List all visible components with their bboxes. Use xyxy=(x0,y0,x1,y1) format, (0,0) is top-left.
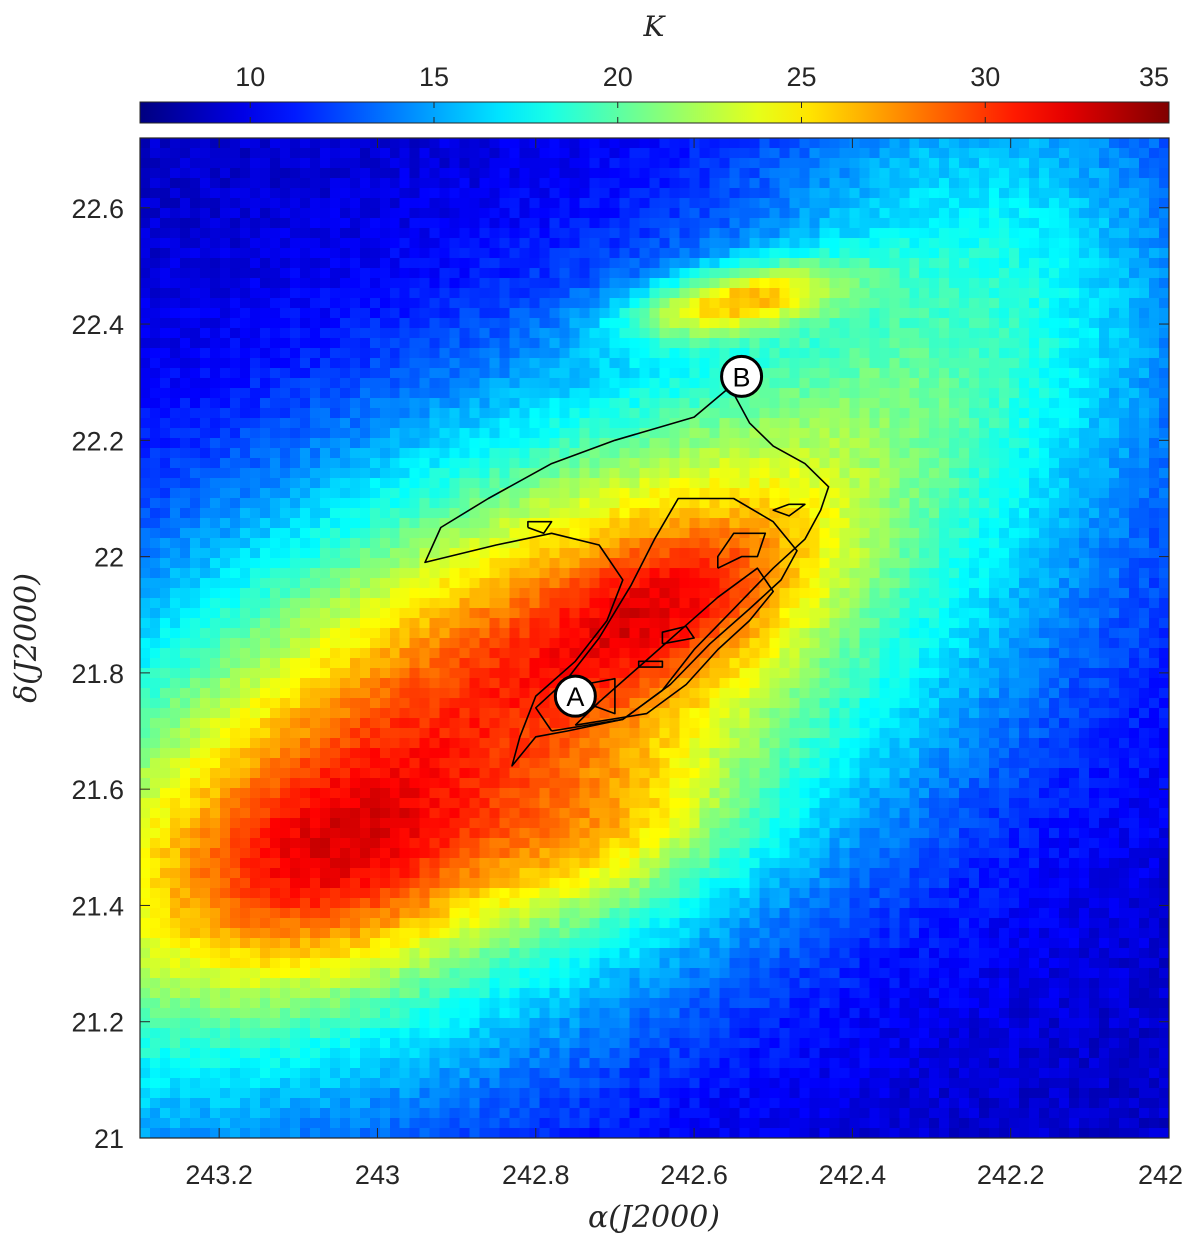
contour-line xyxy=(716,532,767,569)
contour-line xyxy=(534,497,798,732)
colorbar-tick-label: 20 xyxy=(603,62,633,92)
x-tick-label: 242 xyxy=(1138,1160,1183,1190)
x-tick-label: 242.8 xyxy=(502,1160,570,1190)
colorbar-tick-label: 25 xyxy=(786,62,816,92)
colorbar-tick-label: 10 xyxy=(235,62,265,92)
x-tick-label: 242.2 xyxy=(977,1160,1045,1190)
colorbar-tick-label: 15 xyxy=(419,62,449,92)
x-tick-label: 242.4 xyxy=(819,1160,887,1190)
contour-line xyxy=(424,369,830,767)
y-tick-label: 21 xyxy=(94,1124,124,1154)
y-axis-ticks: 21 21.2 21.4 21.6 21.8 22 22.2 22.4 22.6 xyxy=(71,194,1169,1154)
x-axis-ticks: 243.2 243 242.8 242.6 242.4 242.2 242 xyxy=(185,138,1183,1190)
y-tick-label: 21.4 xyxy=(71,891,124,921)
marker-circle xyxy=(553,674,597,718)
y-tick-label: 21.8 xyxy=(71,659,124,689)
y-tick-label: 22.4 xyxy=(71,310,124,340)
contours xyxy=(424,369,830,767)
x-tick-label: 242.6 xyxy=(660,1160,728,1190)
y-tick-label: 21.2 xyxy=(71,1008,124,1038)
contour-line xyxy=(574,567,775,726)
marker-label: B xyxy=(733,362,751,392)
x-tick-label: 243 xyxy=(355,1160,400,1190)
x-tick-label: 243.2 xyxy=(185,1160,253,1190)
heatmap xyxy=(140,138,1169,1138)
contour-line xyxy=(637,660,664,668)
marker-label: A xyxy=(566,682,584,712)
colorbar-title: K xyxy=(643,10,667,43)
y-tick-label: 21.6 xyxy=(71,775,124,805)
colorbar-tick-labels: 10 15 20 25 30 35 xyxy=(235,62,1169,92)
markers: AB xyxy=(553,354,764,718)
plot-frame xyxy=(139,137,1170,1139)
marker-circle xyxy=(720,354,764,398)
colorbar-ticks xyxy=(249,102,1170,123)
colorbar xyxy=(139,101,1170,124)
y-tick-label: 22.2 xyxy=(71,426,124,456)
x-axis-label: α(J2000) xyxy=(588,1200,720,1235)
contour-line xyxy=(661,625,695,645)
y-axis-label: δ(J2000) xyxy=(9,573,44,703)
contour-line xyxy=(527,520,553,535)
colorbar-tick-label: 30 xyxy=(970,62,1000,92)
colorbar-tick-label: 35 xyxy=(1139,62,1169,92)
y-tick-label: 22.6 xyxy=(71,194,124,224)
y-tick-label: 22 xyxy=(94,543,124,573)
contour-line xyxy=(772,503,806,517)
